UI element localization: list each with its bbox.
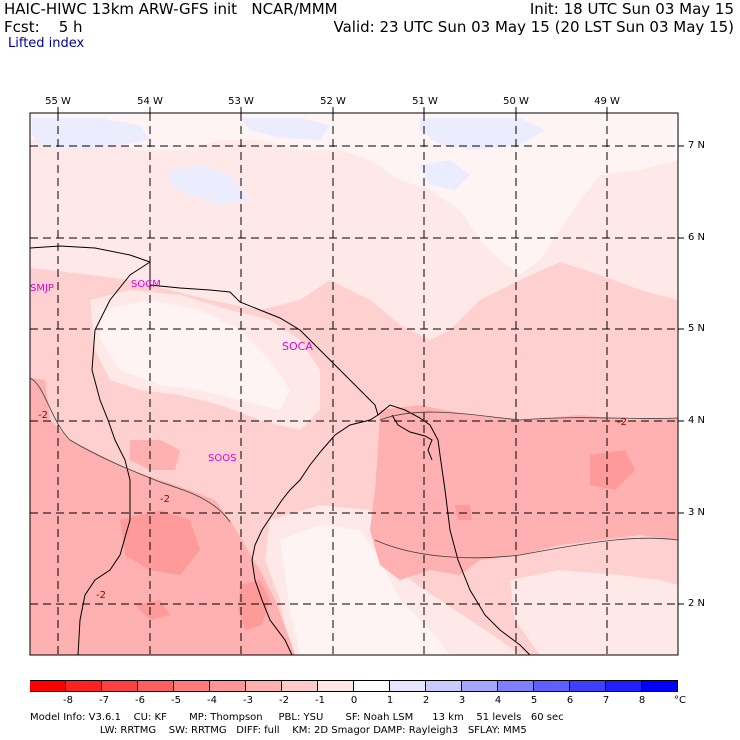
lon-label-50w: 50 W: [503, 96, 529, 107]
footer-model-info-line1: Model Info: V3.6.1 CU: KF MP: Thompson P…: [30, 712, 564, 723]
li-minus3-patch-1: [120, 510, 200, 575]
colorbar-cell: [282, 680, 318, 692]
lat-label-6n: 6 N: [688, 232, 706, 243]
li-minus3-patch-4: [590, 450, 635, 490]
colorbar-tick: 6: [566, 695, 574, 706]
colorbar-tick: -8: [63, 695, 73, 706]
li-minus2-region-east: [370, 405, 678, 580]
header-init-time: Init: 18 UTC Sun 03 May 15: [529, 0, 734, 18]
li-light-region-southeast: [510, 570, 678, 655]
colorbar-cell: [174, 680, 210, 692]
station-label-soos: SOOS: [208, 453, 237, 464]
li-white-region-south: [280, 525, 450, 655]
lat-lon-grid: [30, 113, 678, 655]
lon-label-55w: 55 W: [45, 96, 71, 107]
lat-tick-marks: [678, 145, 684, 605]
li-positive-blob-1: [32, 118, 150, 150]
contour-label: -2: [617, 417, 627, 428]
lat-label-3n: 3 N: [688, 507, 706, 518]
colorbar-cell: [570, 680, 606, 692]
lon-label-51w: 51 W: [412, 96, 438, 107]
colorbar-tick: -2: [279, 695, 289, 706]
lon-label-53w: 53 W: [228, 96, 254, 107]
colorbar-cell: [30, 680, 66, 692]
colorbar-cell: [606, 680, 642, 692]
field-name: Lifted index: [8, 36, 85, 51]
colorbar-cell: [534, 680, 570, 692]
lon-label-49w: 49 W: [594, 96, 620, 107]
contour-label: -2: [96, 590, 106, 601]
station-label-soca: SOCA: [282, 340, 313, 353]
colorbar-tick: 8: [638, 695, 646, 706]
lat-label-2n: 2 N: [688, 598, 706, 609]
colorbar-tick: -3: [243, 695, 253, 706]
lon-tick-marks: [57, 107, 608, 113]
contour-lines: [30, 377, 678, 559]
colorbar-cell: [246, 680, 282, 692]
colorbar-cell: [210, 680, 246, 692]
colorbar-cell: [390, 680, 426, 692]
colorbar-tick: -4: [207, 695, 217, 706]
colorbar-tick: 0: [350, 695, 358, 706]
li-positive-blob-3: [240, 118, 330, 140]
lon-label-54w: 54 W: [137, 96, 163, 107]
li-minus3-patch-2: [238, 580, 270, 630]
contour-label: -2: [160, 494, 170, 505]
colorbar-cell: [498, 680, 534, 692]
colorbar-tick: 2: [422, 695, 430, 706]
station-label-smjp: SMJP: [30, 283, 54, 294]
colorbar-tick: -6: [135, 695, 145, 706]
li-positive-blob-5: [420, 160, 470, 190]
li-minus3-patch-3: [135, 600, 170, 620]
header-title: HAIC-HIWC 13km ARW-GFS init NCAR/MMM: [4, 0, 338, 18]
station-label-socm: SOCM: [131, 279, 161, 290]
colorbar-tick: 3: [458, 695, 466, 706]
li-positive-blob-2: [170, 165, 250, 205]
colorbar-cell: [354, 680, 390, 692]
footer-model-info-line2: LW: RRTMG SW: RRTMG DIFF: full KM: 2D Sm…: [30, 725, 527, 736]
li-white-region-interior: [100, 300, 290, 410]
colorbar-tick: -7: [99, 695, 109, 706]
header-valid-time: Valid: 23 UTC Sun 03 May 15 (20 LST Sun …: [333, 18, 734, 36]
colorbar-cell: [642, 680, 678, 692]
colorbar-unit: °C: [674, 695, 686, 706]
colorbar-tick: 4: [494, 695, 502, 706]
coastline-borders: [30, 245, 531, 655]
colorbar-cell: [462, 680, 498, 692]
map-frame: [29, 112, 679, 656]
lon-label-52w: 52 W: [320, 96, 346, 107]
lat-label-5n: 5 N: [688, 323, 706, 334]
lat-label-4n: 4 N: [688, 415, 706, 426]
colorbar-tick: 5: [530, 695, 538, 706]
colorbar-cell: [102, 680, 138, 692]
colorbar-tick: -5: [171, 695, 181, 706]
colorbar-cell: [318, 680, 354, 692]
colorbar-cell: [66, 680, 102, 692]
li-positive-blob-4: [420, 118, 545, 150]
contour-label: -2: [38, 410, 48, 421]
colorbar-cell: [138, 680, 174, 692]
header-forecast-hour: Fcst: 5 h: [4, 18, 83, 36]
colorbar-tick: 1: [386, 695, 394, 706]
colorbar-tick: -1: [315, 695, 325, 706]
colorbar: [30, 0, 678, 740]
colorbar-cell: [426, 680, 462, 692]
li-minus2-region-mid: [130, 440, 180, 470]
colorbar-tick: 7: [602, 695, 610, 706]
lat-label-7n: 7 N: [688, 140, 706, 151]
